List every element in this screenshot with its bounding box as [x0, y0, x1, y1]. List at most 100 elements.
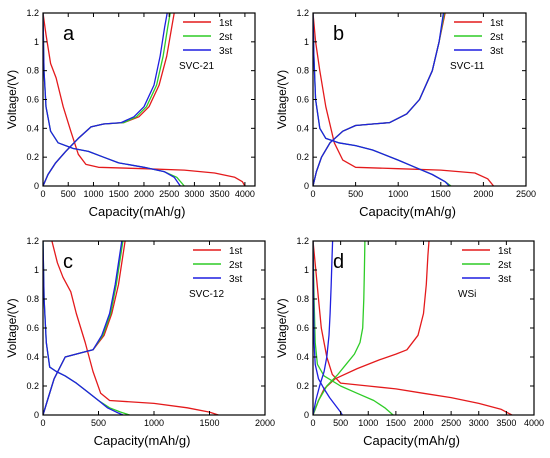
- sample-label: SVC-11: [450, 61, 485, 72]
- x-tick-label: 500: [333, 418, 348, 428]
- panel-letter: d: [333, 251, 344, 273]
- x-tick-label: 500: [61, 189, 76, 199]
- y-tick-label: 0.4: [26, 123, 39, 133]
- panel-c: 0 500 1000 1500 2000 0 0.2 0.4 0.6 0.8 1 1.2 Capacit…: [5, 236, 275, 448]
- y-tick-label: 1.2: [26, 8, 39, 18]
- x-tick-label: 0: [40, 189, 45, 199]
- panel-letter: b: [333, 23, 344, 45]
- y-tick-label: 0.8: [26, 294, 39, 304]
- y-axis-title: Voltage/(V): [5, 298, 19, 357]
- x-tick-label: 3000: [469, 418, 489, 428]
- x-tick-label: 2000: [473, 189, 493, 199]
- y-tick-label: 0: [304, 181, 309, 191]
- x-tick-label: 3500: [496, 418, 516, 428]
- x-tick-label: 2500: [441, 418, 461, 428]
- x-axis-title: Capacity(mAh/g): [89, 204, 186, 219]
- legend-label: 2st: [498, 260, 512, 271]
- y-tick-label: 0.4: [296, 123, 309, 133]
- x-tick-label: 0: [310, 418, 315, 428]
- legend-label: 3st: [229, 274, 243, 285]
- y-tick-label: 0.4: [26, 352, 39, 362]
- sample-label: SVC-21: [179, 61, 214, 72]
- x-tick-label: 4000: [524, 418, 544, 428]
- series-1st-charge-curve: [313, 241, 430, 415]
- x-tick-label: 2000: [413, 418, 433, 428]
- series-3st-discharge-curve: [43, 13, 181, 186]
- series-3st-charge-curve: [43, 241, 123, 415]
- y-tick-label: 0.6: [26, 323, 39, 333]
- panel-d: 0 500 1000 1500 2000 2500 3000 3500 4000 0 0.2 0.4 0…: [275, 236, 544, 448]
- y-tick-label: 0.2: [296, 381, 309, 391]
- x-axis-title: Capacity(mAh/g): [94, 433, 191, 448]
- legend-label: 3st: [219, 46, 233, 57]
- sample-label: SVC-12: [189, 289, 224, 300]
- x-tick-label: 1500: [199, 418, 219, 428]
- x-axis-title: Capacity(mAh/g): [359, 204, 456, 219]
- legend-label: 2st: [219, 32, 233, 43]
- x-tick-label: 500: [348, 189, 363, 199]
- y-tick-label: 1: [34, 37, 39, 47]
- y-tick-label: 0.2: [26, 381, 39, 391]
- y-tick-label: 0.8: [296, 294, 309, 304]
- x-tick-label: 1500: [386, 418, 406, 428]
- series-2st-discharge-curve: [43, 241, 130, 415]
- curves: [43, 13, 246, 186]
- y-tick-label: 1: [34, 265, 39, 275]
- x-tick-label: 2500: [159, 189, 179, 199]
- y-tick-label: 0.8: [26, 66, 39, 76]
- y-tick-label: 0.2: [296, 152, 309, 162]
- series-1st-discharge-curve: [43, 13, 246, 186]
- series-3st-discharge-curve: [313, 241, 343, 415]
- y-tick-label: 0: [304, 410, 309, 420]
- y-tick-label: 0: [34, 410, 39, 420]
- y-tick-label: 1: [304, 37, 309, 47]
- panel-a: 0 500 1000 1500 2000 2500 3000 3500 4000 0 0.2 0.4 0…: [5, 8, 256, 219]
- y-tick-label: 0.6: [296, 323, 309, 333]
- legend-label: 3st: [498, 274, 512, 285]
- series-3st-discharge-curve: [43, 241, 124, 415]
- legend-label: 1st: [219, 18, 233, 29]
- y-tick-label: 1.2: [296, 236, 309, 246]
- legend-label: 2st: [490, 32, 504, 43]
- legend-label: 1st: [490, 18, 504, 29]
- legend-label: 3st: [490, 46, 504, 57]
- y-tick-label: 1.2: [296, 8, 309, 18]
- x-tick-label: 0: [40, 418, 45, 428]
- y-tick-label: 0: [34, 181, 39, 191]
- y-tick-label: 0.4: [296, 352, 309, 362]
- x-tick-label: 1000: [144, 418, 164, 428]
- series-1st-discharge-curve: [313, 13, 495, 186]
- x-tick-label: 1500: [109, 189, 129, 199]
- sample-label: WSi: [458, 289, 476, 300]
- panel-letter: a: [63, 23, 75, 45]
- curves: [43, 241, 219, 415]
- series-2st-charge-curve: [313, 241, 366, 415]
- x-tick-label: 1000: [83, 189, 103, 199]
- x-tick-label: 1000: [388, 189, 408, 199]
- y-tick-label: 1: [304, 265, 309, 275]
- x-tick-label: 2000: [134, 189, 154, 199]
- y-tick-label: 0.6: [296, 95, 309, 105]
- y-axis-title: Voltage/(V): [275, 70, 289, 129]
- x-tick-label: 4000: [235, 189, 255, 199]
- x-axis-title: Capacity(mAh/g): [363, 433, 460, 448]
- x-tick-label: 1000: [358, 418, 378, 428]
- series-1st-discharge-curve: [313, 241, 513, 415]
- curves: [313, 241, 513, 415]
- series-3st-charge-curve: [313, 241, 334, 415]
- x-tick-label: 2000: [255, 418, 275, 428]
- panel-b: 0 500 1000 1500 2000 2500 0 0.2 0.4 0.6 0.8 1 1.2 Cap…: [275, 8, 536, 219]
- x-tick-label: 3000: [184, 189, 204, 199]
- x-tick-label: 3500: [210, 189, 230, 199]
- series-3st-charge-curve: [313, 13, 445, 186]
- series-3st-charge-curve: [43, 13, 168, 186]
- legend-label: 2st: [229, 260, 243, 271]
- y-tick-label: 0.8: [296, 66, 309, 76]
- legend-label: 1st: [498, 246, 512, 257]
- y-axis-title: Voltage/(V): [5, 70, 19, 129]
- y-tick-label: 0.6: [26, 95, 39, 105]
- panel-letter: c: [63, 251, 73, 273]
- series-1st-discharge-curve: [51, 241, 219, 415]
- x-tick-label: 2500: [516, 189, 536, 199]
